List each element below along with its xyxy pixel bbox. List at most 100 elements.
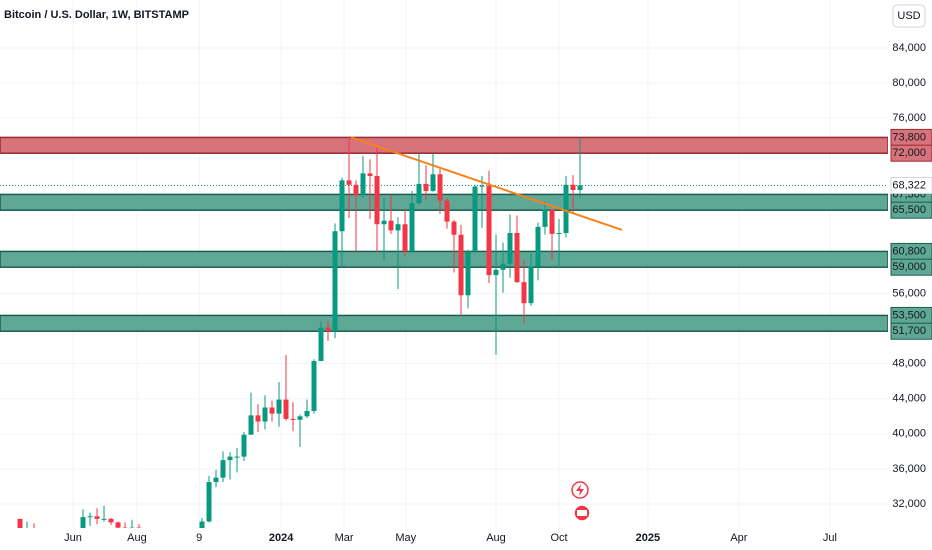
zone-label-bg [890, 201, 932, 219]
candle-body [234, 456, 240, 458]
candle-body [395, 224, 401, 231]
last-price-label: 68,322 [892, 179, 926, 191]
candle-body [255, 415, 261, 422]
candle-body [346, 180, 352, 185]
zone-label: 59,000 [892, 261, 926, 273]
candle-body [122, 527, 128, 528]
candle-body [115, 522, 121, 528]
candle-body [241, 434, 247, 457]
candle-body [87, 516, 93, 518]
candle-body [339, 180, 345, 232]
candle-body [353, 184, 359, 196]
zone-label: 72,000 [892, 147, 926, 159]
candle-body [311, 361, 317, 412]
y-tick-label: 48,000 [892, 358, 926, 370]
y-tick-label: 40,000 [892, 428, 926, 440]
x-tick-label: Apr [730, 532, 747, 544]
candle-body [94, 516, 100, 519]
candle-body [17, 518, 23, 528]
candle-body [528, 266, 534, 304]
candle-body [108, 518, 114, 523]
candle-body [136, 527, 142, 528]
candle-body [542, 209, 548, 227]
candle-body [409, 203, 415, 252]
y-tick-label: 36,000 [892, 463, 926, 475]
y-tick-label: 44,000 [892, 393, 926, 405]
candle-body [290, 418, 296, 420]
candle-body [186, 540, 191, 541]
price-axis: 32,000 36,000 40,000 44,000 48,000 56,000 76,0… [890, 42, 932, 510]
candle-body [39, 536, 44, 549]
candle-body [465, 251, 471, 296]
x-tick-label: Oct [550, 532, 567, 544]
candle-body [451, 221, 457, 235]
currency-button[interactable] [892, 4, 926, 28]
zone [0, 250, 888, 268]
candle-body [283, 399, 289, 419]
zone-label: 60,800 [892, 245, 926, 257]
candle-body [444, 200, 450, 222]
candle-body [248, 415, 254, 435]
candle-body [472, 186, 478, 252]
candle-body [25, 529, 30, 543]
y-tick-label: 56,000 [892, 287, 926, 299]
zone-label-bg [890, 322, 932, 340]
candle-body [500, 263, 506, 270]
candle-body [360, 173, 366, 196]
zone-label: 65,500 [892, 204, 926, 216]
candle-body [549, 209, 555, 234]
candle-body [32, 529, 37, 536]
candle-body [514, 233, 520, 283]
candle-body [213, 477, 219, 483]
y-tick-label: 32,000 [892, 498, 926, 510]
zone-label: 73,800 [892, 131, 926, 143]
candle-body [486, 185, 492, 276]
candle-body [325, 327, 331, 332]
candle-body [374, 176, 380, 225]
candle-body [521, 282, 527, 304]
zone-label: 51,700 [892, 325, 926, 337]
y-tick-label: 84,000 [892, 42, 926, 54]
zone [0, 314, 888, 332]
candle-body [206, 482, 212, 522]
candle-body [199, 521, 205, 528]
x-tick-label: 9 [196, 532, 202, 544]
candle-body [430, 174, 436, 191]
candle-body [563, 184, 569, 234]
x-tick-label: Mar [335, 532, 354, 544]
candle-body [179, 540, 184, 550]
chart-title: Bitcoin / U.S. Dollar, 1W, BITSTAMP [4, 9, 189, 21]
candle-body [416, 183, 422, 204]
candle-body [570, 184, 576, 191]
trend-line [350, 136, 623, 231]
candle-body [297, 416, 303, 420]
candle-body [332, 231, 338, 332]
candle-body [318, 327, 324, 362]
zone-label-bg [890, 258, 932, 276]
candle-body [276, 399, 282, 414]
y-tick-label: 80,000 [892, 77, 926, 89]
x-tick-label: Aug [486, 532, 506, 544]
candle-body [129, 527, 135, 528]
candle-body [227, 456, 233, 461]
zone [0, 136, 888, 154]
zone [0, 193, 888, 211]
last-price-bg [890, 176, 932, 194]
candle-body [262, 407, 268, 422]
candle-body [80, 517, 86, 528]
x-tick-label: Jul [823, 532, 837, 544]
zone-label: 53,500 [892, 309, 926, 321]
candle-body [479, 185, 485, 187]
y-tick-label: 76,000 [892, 112, 926, 124]
candle-body [388, 220, 394, 231]
event-icons [571, 481, 591, 522]
candle-body [535, 226, 541, 267]
x-tick-label: 2024 [269, 532, 294, 544]
currency-label[interactable]: USD [897, 10, 920, 22]
x-tick-label: Jun [64, 532, 82, 544]
candle-body [220, 460, 226, 478]
candle-body [556, 233, 562, 235]
candle-body [577, 185, 583, 191]
